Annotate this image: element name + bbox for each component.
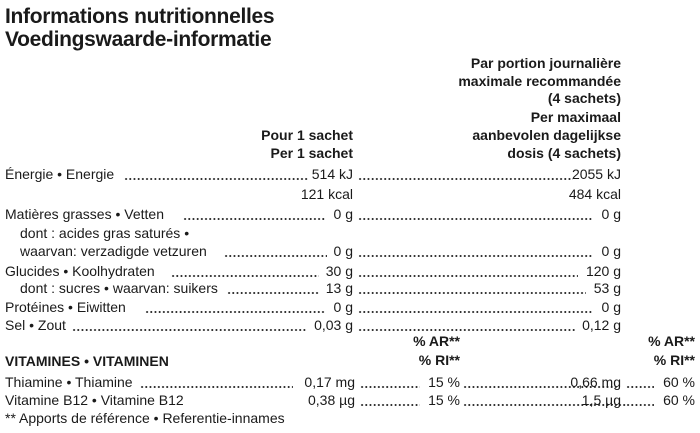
dot-leader [358,275,578,277]
dot-leader [171,275,319,277]
title-fr: Informations nutritionnelles [5,5,275,28]
row-label: waarvan: verzadigde vetzuren [20,243,207,259]
row-label: dont : sucres • waarvan: suikers [20,280,218,296]
value-per-sachet: 0 g [333,243,353,259]
dot-leader [463,386,618,388]
value-per-sachet: 121 kcal [300,186,353,202]
dot-leader [463,404,626,406]
row-satfat: waarvan: verzadigde vetzuren 0 g 0 g [0,241,700,261]
dot-leader [626,404,654,406]
row-label: Glucides • Koolhydraten [5,263,155,279]
daily-header-fr-3: (4 sachets) [547,90,621,106]
row-label: Protéines • Eiwitten [5,299,126,315]
pct-daily: 60 % [663,392,695,408]
value-per-sachet: 30 g [325,263,353,279]
dot-leader [72,329,307,331]
dot-leader [360,404,420,406]
row-label: Thiamine • Thiamine [5,374,133,390]
value-daily: 0 g [601,243,621,259]
value-daily: 2055 kJ [571,166,621,182]
row-b12: Vitamine B12 • Vitamine B12 0,38 µg 15 %… [0,390,700,410]
dot-leader [183,218,326,220]
per-sachet-header-nl: Per 1 sachet [270,145,354,161]
dot-leader [140,386,293,388]
value-daily: 0 g [601,206,621,222]
dot-leader [358,292,586,294]
daily-header-nl-3: dosis (4 sachets) [507,145,621,161]
row-label-satfat-1: dont : acides gras saturés • [20,225,190,241]
title-nl: Voedingswaarde-informatie [5,28,272,51]
row-salt: Sel • Zout 0,03 g 0,12 g [0,315,700,335]
per-sachet-header-fr: Pour 1 sachet [261,127,353,143]
dot-leader [227,292,319,294]
dot-leader [358,255,593,257]
dot-leader [626,386,654,388]
pct-per-sachet: 15 % [428,392,460,408]
dot-leader [358,329,576,331]
value-per-sachet: 0 g [333,299,353,315]
dot-leader [358,218,593,220]
dot-leader [224,255,327,257]
value-per-sachet: 0 g [333,206,353,222]
ar-header-daily: % AR** [648,333,695,349]
pct-daily: 60 % [663,374,695,390]
dot-leader [358,311,593,313]
row-sugars: dont : sucres • waarvan: suikers 13 g 53… [0,278,700,298]
footnote: ** Apports de référence • Referentie-inn… [5,410,285,426]
row-energy-kcal: 121 kcal 484 kcal [0,184,700,204]
daily-header-fr-2: maximale recommandée [458,72,621,89]
daily-header-nl-2: aanbevolen dagelijkse [472,127,621,143]
value-daily: 0 g [601,299,621,315]
ar-header-sachet: % AR** [413,333,460,349]
value-daily: 0,66 mg [570,374,621,390]
row-fat: Matières grasses • Vetten 0 g 0 g [0,204,700,224]
dot-leader [358,178,573,180]
row-protein: Protéines • Eiwitten 0 g 0 g [0,297,700,317]
ri-header-daily: % RI** [653,352,695,368]
dot-leader [145,311,326,313]
dot-leader [360,386,420,388]
value-daily: 484 kcal [568,186,621,202]
row-energy-kj: Énergie • Energie 514 kJ 2055 kJ [0,164,700,184]
value-per-sachet: 0,38 µg [308,392,355,408]
row-label: Énergie • Energie [5,166,115,182]
pct-per-sachet: 15 % [428,374,460,390]
row-thiamine: Thiamine • Thiamine 0,17 mg 15 % 0,66 mg… [0,372,700,392]
ri-header-sachet: % RI** [418,352,460,368]
value-per-sachet: 0,17 mg [304,374,355,390]
value-daily: 120 g [585,263,621,279]
value-daily: 53 g [593,280,621,296]
row-label: Matières grasses • Vetten [5,206,164,222]
row-label: Sel • Zout [5,317,66,333]
dot-leader [124,178,309,180]
daily-header-fr-1: Par portion journalière [470,55,621,71]
row-carbs: Glucides • Koolhydraten 30 g 120 g [0,261,700,281]
value-per-sachet: 514 kJ [311,166,353,182]
value-per-sachet: 0,03 g [314,317,353,333]
value-daily: 1,5 µg [581,392,621,408]
daily-header-nl-1: Per maximaal [530,109,621,125]
value-daily: 0,12 g [582,317,621,333]
row-label: Vitamine B12 • Vitamine B12 [5,392,184,408]
vitamins-heading: VITAMINES • VITAMINEN [5,353,169,369]
value-per-sachet: 13 g [325,280,353,296]
